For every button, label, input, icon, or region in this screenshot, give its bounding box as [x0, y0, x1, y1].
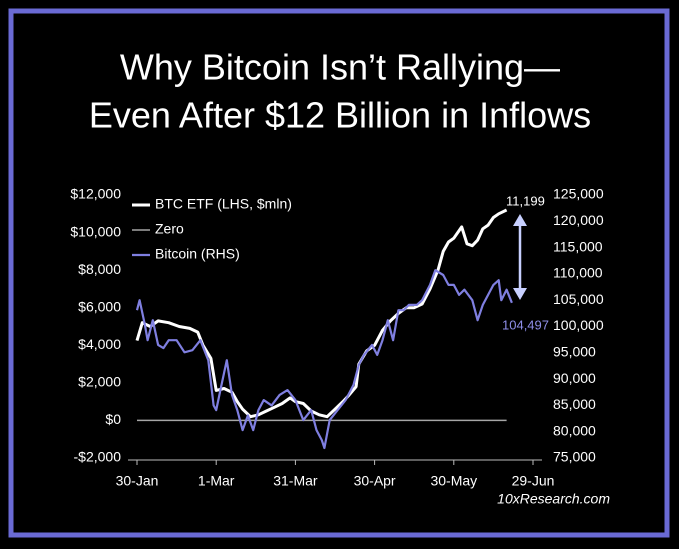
- x-tick-label: 29-Jun: [512, 473, 555, 489]
- chart-title: Why Bitcoin Isn’t Rallying—: [120, 47, 560, 88]
- y-tick-label: $8,000: [78, 261, 121, 277]
- x-tick-label: 30-Jan: [116, 473, 159, 489]
- legend-label: Zero: [155, 221, 184, 237]
- annotation: 11,199: [506, 193, 545, 208]
- x-tick-label: 31-Mar: [273, 473, 318, 489]
- x-tick-label: 30-May: [430, 473, 477, 489]
- y2-tick-label: 90,000: [553, 370, 596, 386]
- y-tick-label: $4,000: [78, 336, 121, 352]
- y-tick-label: $0: [105, 411, 121, 427]
- series-line: [135, 269, 513, 450]
- annotation: 104,497: [502, 317, 549, 332]
- y2-tick-label: 110,000: [553, 265, 603, 281]
- y2-tick-label: 120,000: [553, 212, 604, 228]
- y-tick-label: $12,000: [70, 186, 121, 202]
- source: 10xResearch.com: [497, 491, 610, 507]
- y2-tick-label: 125,000: [553, 186, 604, 202]
- y-tick-label: -$2,000: [74, 449, 122, 465]
- y-tick-label: $6,000: [78, 298, 121, 314]
- chart-title: Even After $12 Billion in Inflows: [89, 95, 591, 136]
- y2-tick-label: 80,000: [553, 422, 596, 438]
- y2-tick-label: 100,000: [553, 317, 604, 333]
- y-tick-label: $2,000: [78, 374, 121, 390]
- y2-tick-label: 115,000: [553, 238, 603, 254]
- y2-tick-label: 105,000: [553, 291, 604, 307]
- y-tick-label: $10,000: [70, 223, 121, 239]
- x-tick-label: 30-Apr: [354, 473, 396, 489]
- y2-tick-label: 85,000: [553, 396, 596, 412]
- frame: [8, 8, 670, 538]
- x-tick-label: 1-Mar: [198, 473, 235, 489]
- legend-label: Bitcoin (RHS): [155, 246, 240, 262]
- y2-tick-label: 75,000: [553, 449, 596, 465]
- legend-label: BTC ETF (LHS, $mln): [155, 196, 292, 212]
- y2-tick-label: 95,000: [553, 344, 596, 360]
- series-line: [135, 208, 508, 419]
